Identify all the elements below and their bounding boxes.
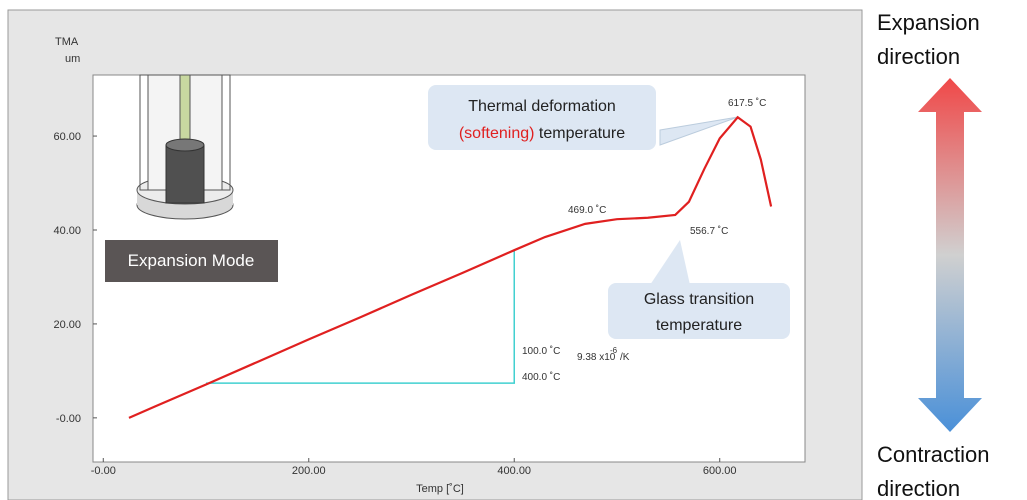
- side-label: Contraction: [877, 442, 990, 467]
- annotation: /K: [620, 352, 630, 363]
- x-tick-label: 200.00: [292, 465, 326, 477]
- y-label: TMA: [55, 36, 79, 48]
- direction-arrow: [918, 78, 982, 432]
- callout-text: temperature: [656, 317, 742, 334]
- annotation: 100.0 ˚C: [522, 345, 560, 357]
- callout-text: temperature: [539, 125, 625, 142]
- y-tick-label: -0.00: [56, 413, 81, 425]
- x-tick-label: 600.00: [703, 465, 737, 477]
- x-tick-label: 400.00: [497, 465, 531, 477]
- apparatus: [137, 75, 233, 219]
- annotation: 400.0 ˚C: [522, 371, 560, 383]
- side-label: Expansion: [877, 10, 980, 35]
- callout-text: Thermal deformation: [468, 98, 616, 115]
- y-unit: um: [65, 53, 80, 65]
- annotation: 469.0 ˚C: [568, 204, 606, 216]
- side-label: direction: [877, 44, 960, 69]
- callout-highlight: (softening): [459, 125, 535, 142]
- screen: TMA um Temp [˚C] Expansion Mode Thermal …: [0, 0, 1027, 500]
- y-tick-label: 60.00: [53, 131, 81, 143]
- side-label: direction: [877, 476, 960, 500]
- callout-text: Glass transition: [644, 291, 754, 308]
- annotation: 556.7 ˚C: [690, 225, 728, 237]
- y-tick-label: 20.00: [53, 319, 81, 331]
- x-tick-label: -0.00: [91, 465, 116, 477]
- page: TMA um Temp [˚C] Expansion Mode Thermal …: [0, 0, 1027, 500]
- mode-label: Expansion Mode: [128, 251, 255, 270]
- callout-text: (softening) temperature: [459, 125, 625, 142]
- x-label: Temp [˚C]: [416, 483, 464, 495]
- y-tick-label: 40.00: [53, 225, 81, 237]
- annotation: -6: [610, 346, 618, 355]
- annotation: 617.5 ˚C: [728, 97, 766, 109]
